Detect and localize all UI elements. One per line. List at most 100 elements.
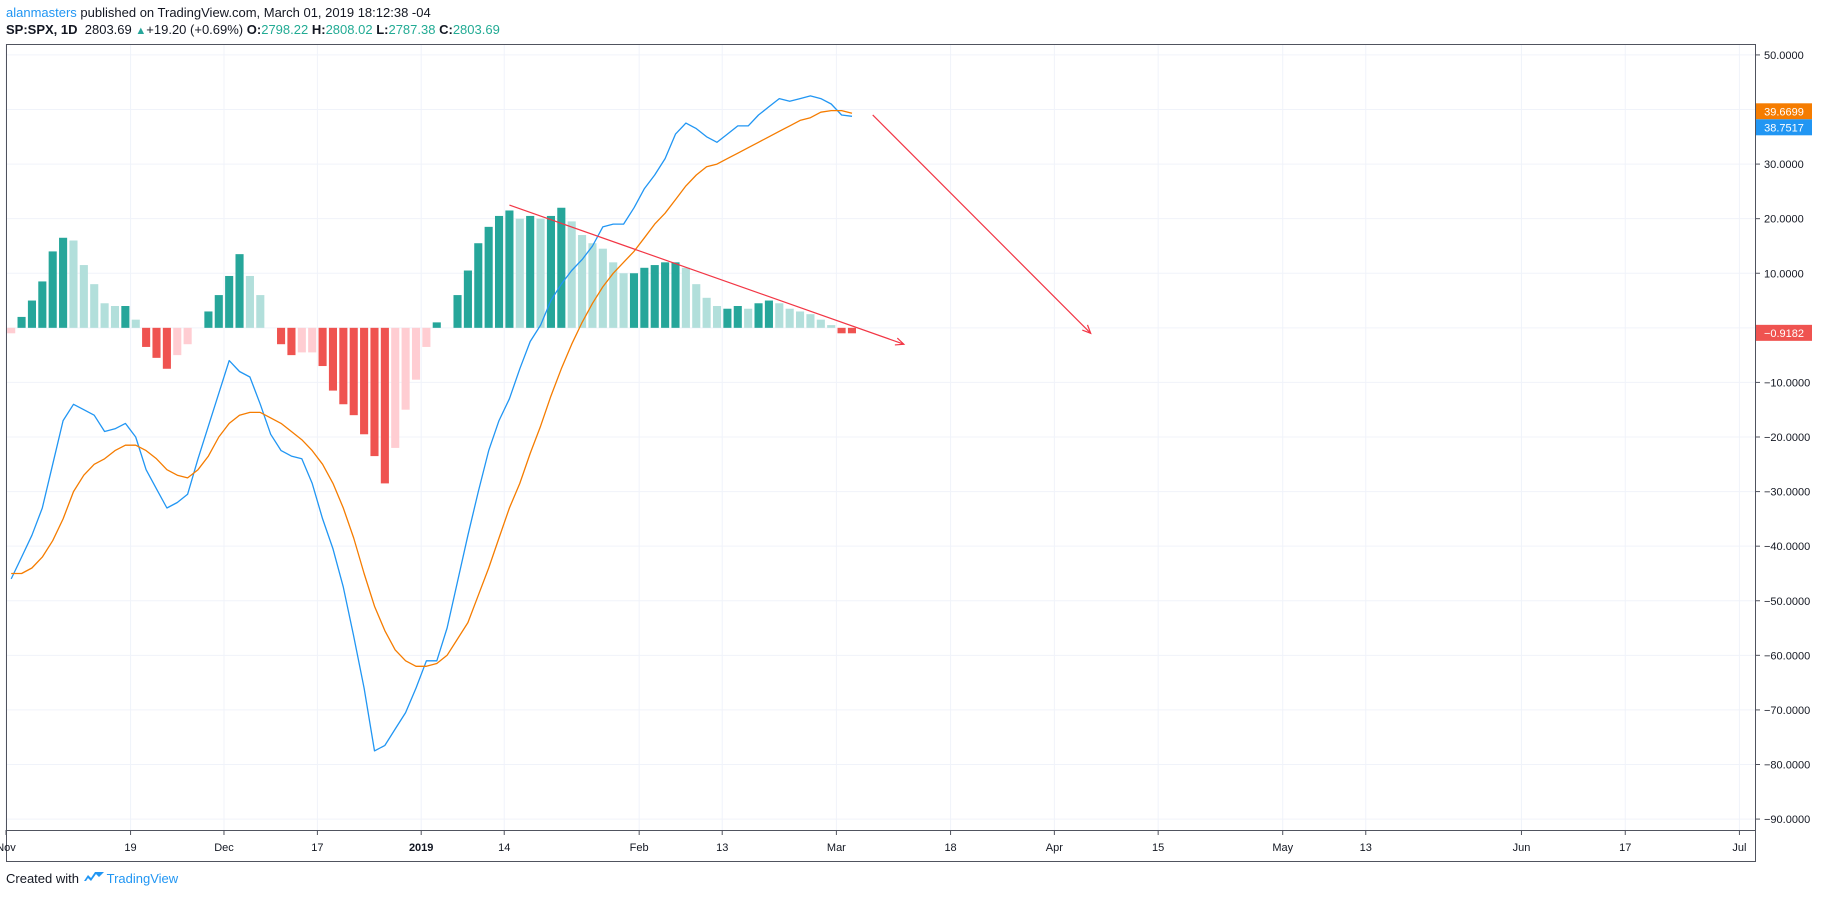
histogram-bar: [297, 327, 306, 353]
x-tick-label: 19: [124, 842, 136, 854]
x-tick-label: Jul: [1732, 842, 1746, 854]
trend-line: [872, 114, 1092, 334]
footer: Created with TradingView: [6, 871, 178, 886]
histogram-bar: [59, 237, 68, 328]
histogram-bar: [692, 284, 701, 328]
macd-lines: [10, 95, 853, 752]
histogram-bar: [277, 327, 286, 345]
histogram-bar: [339, 327, 348, 405]
x-tick-label: 13: [716, 842, 728, 854]
low-value: 2787.38: [388, 22, 436, 37]
x-tick-label: 17: [1619, 842, 1631, 854]
histogram-bar: [598, 248, 607, 328]
y-tick-label: 10.0000: [1764, 268, 1804, 280]
grid-lines: [5, 44, 1755, 830]
price-labels: 39.6699 38.7517 −0.9182: [1756, 103, 1812, 341]
histogram-bar: [370, 327, 379, 457]
symbol-info: SP:SPX, 1D 2803.69 ▲+19.20 (+0.69%) O:27…: [6, 21, 1806, 40]
y-tick-label: −30.0000: [1764, 487, 1810, 499]
histogram-bar: [162, 327, 171, 369]
histogram-bar: [90, 284, 99, 328]
histogram-bar: [588, 243, 597, 328]
histogram-bar: [567, 221, 576, 328]
price-label-bg: [1756, 119, 1812, 136]
histogram-bar: [764, 300, 773, 328]
histogram-bar: [349, 327, 358, 416]
histogram-bar: [48, 251, 57, 328]
trend-arrowhead-icon: [894, 337, 906, 346]
histogram-bar: [360, 327, 369, 435]
close-label: C:: [439, 22, 453, 37]
histogram-bar: [432, 322, 441, 328]
x-tick-label: May: [1272, 842, 1293, 854]
histogram-bar: [110, 306, 120, 328]
signal-line: [11, 109, 853, 667]
histogram-bar: [214, 295, 223, 328]
histogram-bar: [328, 327, 338, 391]
histogram-bar: [847, 327, 857, 334]
close-value: 2803.69: [452, 22, 500, 37]
price-axis[interactable]: 50.0000 30.0000 20.0000 10.0000 −10.0000 −20.…: [1755, 50, 1810, 826]
histogram-bar: [733, 306, 742, 328]
histogram-bar: [806, 314, 815, 328]
trend-lines: [509, 114, 1092, 346]
histogram-bar: [131, 319, 140, 328]
symbol-name: SP:SPX, 1D: [6, 22, 78, 37]
y-tick-label: −80.0000: [1764, 760, 1810, 772]
histogram-bar: [609, 262, 618, 328]
open-value: 2798.22: [261, 22, 309, 37]
high-label: H:: [311, 22, 326, 37]
histogram-bar: [526, 215, 535, 328]
y-tick-label: −70.0000: [1764, 705, 1810, 717]
histogram-bar: [775, 303, 784, 328]
chart-border: [6, 44, 1756, 862]
histogram-bar: [702, 297, 711, 328]
histogram-bar: [723, 308, 732, 328]
x-tick-label: Nov: [0, 842, 16, 854]
histogram-bar: [17, 316, 26, 328]
histogram-bar: [785, 308, 794, 328]
histogram-bar: [183, 327, 192, 345]
price-label: −0.9182: [1764, 328, 1804, 340]
histogram-bar: [7, 327, 16, 334]
histogram-bar: [629, 273, 639, 328]
x-tick-label: 18: [944, 842, 956, 854]
x-tick-label: Mar: [827, 842, 846, 854]
x-tick-label: 15: [1152, 842, 1164, 854]
last-price: 2803.69: [84, 22, 132, 37]
tradingview-brand-link[interactable]: TradingView: [106, 871, 179, 886]
histogram-bar: [308, 327, 317, 353]
histogram-bar: [204, 311, 213, 328]
histogram-bar: [152, 327, 161, 358]
histogram-bar: [650, 265, 659, 328]
created-with-text: Created with: [6, 871, 79, 886]
x-tick-label: Jun: [1513, 842, 1531, 854]
histogram-bar: [401, 327, 410, 410]
histogram-bar: [754, 303, 763, 328]
histogram-bar: [380, 327, 389, 484]
histogram-bar: [463, 270, 472, 328]
histogram-bar: [225, 275, 234, 328]
histogram-bar: [827, 325, 836, 328]
histogram-bar: [474, 243, 483, 328]
y-tick-label: −50.0000: [1764, 596, 1810, 608]
histogram-bar: [515, 218, 524, 328]
histogram-bar: [640, 267, 649, 328]
histogram-bar: [494, 215, 504, 328]
author-link[interactable]: alanmasters: [6, 5, 77, 20]
time-axis[interactable]: Nov 19 Dec 17 2019 14 Feb 13 Mar 18 Apr 15 May 13 Jun 1…: [0, 830, 1746, 854]
price-label: 39.6699: [1764, 106, 1804, 118]
x-tick-label: 13: [1360, 842, 1372, 854]
y-tick-label: −10.0000: [1764, 377, 1810, 389]
histogram-bar: [796, 311, 805, 328]
histogram-bar: [27, 300, 36, 328]
x-tick-label: Apr: [1046, 842, 1063, 854]
trend-line: [509, 204, 905, 345]
histogram-bar: [661, 262, 670, 328]
macd-histogram: [7, 207, 857, 484]
x-tick-label: Dec: [214, 842, 234, 854]
y-tick-label: 20.0000: [1764, 214, 1804, 226]
histogram-bar: [816, 319, 825, 328]
histogram-bar: [546, 215, 555, 328]
